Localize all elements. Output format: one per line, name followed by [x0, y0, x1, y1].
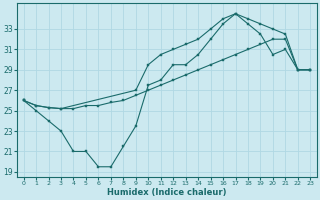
X-axis label: Humidex (Indice chaleur): Humidex (Indice chaleur) — [107, 188, 227, 197]
